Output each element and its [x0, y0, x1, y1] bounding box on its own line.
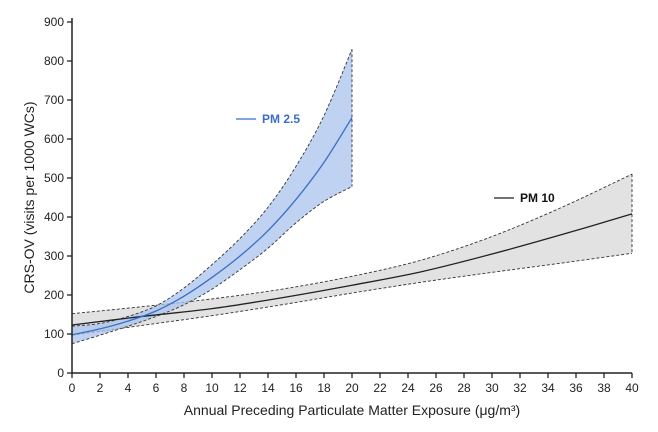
legend-label-pm-10: PM 10 [520, 191, 555, 205]
x-tick-label: 6 [153, 381, 160, 395]
y-tick-label: 300 [44, 249, 64, 263]
x-tick-label: 10 [205, 381, 219, 395]
confidence-bands [71, 49, 633, 345]
band-lower-pm-10 [71, 252, 633, 336]
x-tick-label: 34 [541, 381, 555, 395]
x-tick-label: 20 [345, 381, 359, 395]
x-tick-label: 36 [569, 381, 583, 395]
y-tick-label: 400 [44, 210, 64, 224]
y-tick-label: 700 [44, 93, 64, 107]
x-tick-label: 18 [317, 381, 331, 395]
y-tick-label: 600 [44, 132, 64, 146]
x-tick-label: 0 [69, 381, 76, 395]
band-pm-2-5 [72, 49, 352, 344]
y-axis-title: CRS-OV (visits per 1000 WCs) [21, 101, 37, 293]
line-pm-2-5 [71, 117, 353, 336]
x-tick-label: 38 [597, 381, 611, 395]
x-tick-label: 30 [485, 381, 499, 395]
x-tick-label: 14 [261, 381, 275, 395]
x-tick-label: 8 [181, 381, 188, 395]
y-tick-label: 900 [44, 15, 64, 29]
band-upper-pm-2-5 [71, 49, 353, 327]
y-tick-label: 800 [44, 54, 64, 68]
series-lines [71, 117, 633, 336]
x-tick-label: 26 [429, 381, 443, 395]
x-tick-label: 22 [373, 381, 387, 395]
x-tick-label: 4 [125, 381, 132, 395]
legend-label-pm-2-5: PM 2.5 [262, 112, 300, 126]
x-tick-label: 24 [401, 381, 415, 395]
y-tick-label: 0 [57, 366, 64, 380]
x-axis-title: Annual Preceding Particulate Matter Expo… [184, 402, 520, 418]
x-tick-label: 12 [233, 381, 247, 395]
x-tick-label: 28 [457, 381, 471, 395]
band-lower-pm-2-5 [71, 186, 353, 345]
line-pm-10 [71, 213, 633, 326]
x-tick-label: 32 [513, 381, 527, 395]
legend: PM 2.5 PM 10 [236, 112, 555, 205]
x-tick-label: 2 [97, 381, 104, 395]
x-tick-label: 40 [625, 381, 639, 395]
y-tick-label: 500 [44, 171, 64, 185]
x-tick-label: 16 [289, 381, 303, 395]
y-tick-label: 200 [44, 288, 64, 302]
y-tick-label: 100 [44, 327, 64, 341]
